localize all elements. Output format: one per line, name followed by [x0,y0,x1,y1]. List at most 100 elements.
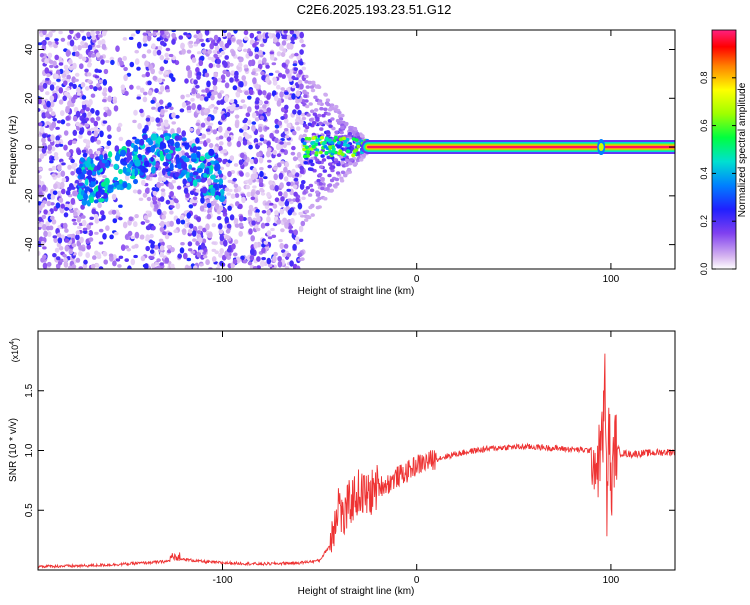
noise-point [71,218,77,222]
noise-point [133,109,138,116]
noise-point [196,230,202,235]
transition-signal-point [307,137,312,141]
noise-point [67,34,72,40]
noise-point [63,257,68,263]
noise-point [187,229,193,234]
transition-point [314,108,319,112]
noise-point [233,188,239,193]
noise-point [186,212,192,219]
transition-point [310,162,315,167]
noise-point [46,100,51,108]
noise-point [49,64,54,69]
noise-point [233,74,239,80]
noise-point [169,210,174,215]
transition-point [316,85,322,89]
noise-point [86,31,91,37]
noise-point [258,182,264,186]
noise-point [258,109,264,114]
noise-point [48,107,53,112]
noise-point [299,165,305,171]
transition-point [302,190,307,195]
noise-point [251,112,257,119]
noise-point [63,212,69,218]
noise-point [90,30,95,37]
noise-point [283,176,289,182]
noise-point [65,87,70,91]
noise-point [204,30,210,36]
noise-point [281,249,286,254]
noise-point [261,74,266,81]
noise-point [90,53,96,58]
noise-point [42,262,48,269]
noise-point [185,182,191,186]
noise-point [219,260,224,266]
noise-point [250,235,255,242]
noise-point [38,250,41,256]
noise-point [123,66,128,72]
noise-point [159,251,164,258]
transition-point [305,104,310,109]
noise-point [286,122,292,128]
noise-point [287,209,293,216]
noise-point [195,37,201,44]
transition-point [340,160,345,165]
noise-point [200,242,206,250]
noise-point [63,261,69,268]
noise-point [142,96,148,103]
noise-point [156,127,162,131]
noise-point [294,77,299,81]
noise-point [275,42,281,47]
noise-point [271,62,277,66]
snr-multiplier-close: ) [10,338,20,341]
noise-point [281,62,287,68]
noise-point [72,140,77,145]
noise-point [286,34,292,41]
transition-point [308,183,314,188]
noise-point [251,220,256,226]
transition-point [308,102,313,106]
noise-point [249,32,255,39]
transition-point [315,118,320,122]
transition-point [323,120,328,125]
transition-point [311,121,317,125]
noise-point [90,136,95,143]
noise-point [64,245,70,252]
noise-point [107,109,112,117]
noise-point [102,99,107,103]
noise-point [169,106,174,111]
transition-point [343,173,348,178]
noise-point [221,114,226,121]
noise-point [213,53,218,58]
noise-point [250,248,255,256]
noise-point [252,167,257,175]
noise-point [78,250,83,257]
noise-point [95,116,101,121]
transition-point [304,125,310,130]
noise-point [72,45,78,52]
transition-point [310,109,315,114]
noise-point [267,159,272,163]
noise-point [89,216,94,220]
noise-point [137,189,142,195]
noise-point [57,237,63,244]
noise-point [96,253,102,258]
noise-point [58,87,64,94]
noise-point [227,179,233,184]
transition-point [321,158,327,162]
noise-point [150,68,155,75]
noise-point [251,71,256,76]
noise-point [226,192,231,196]
noise-point [90,108,95,114]
noise-point [227,170,232,178]
signal-point [214,195,220,200]
transition-point [302,133,307,138]
noise-point [51,219,57,225]
noise-point [101,30,107,37]
noise-point [149,233,154,239]
noise-point [212,201,217,206]
noise-point [151,225,156,231]
noise-point [223,239,228,247]
noise-point [232,258,238,265]
noise-point [40,240,46,247]
noise-point [156,181,161,189]
